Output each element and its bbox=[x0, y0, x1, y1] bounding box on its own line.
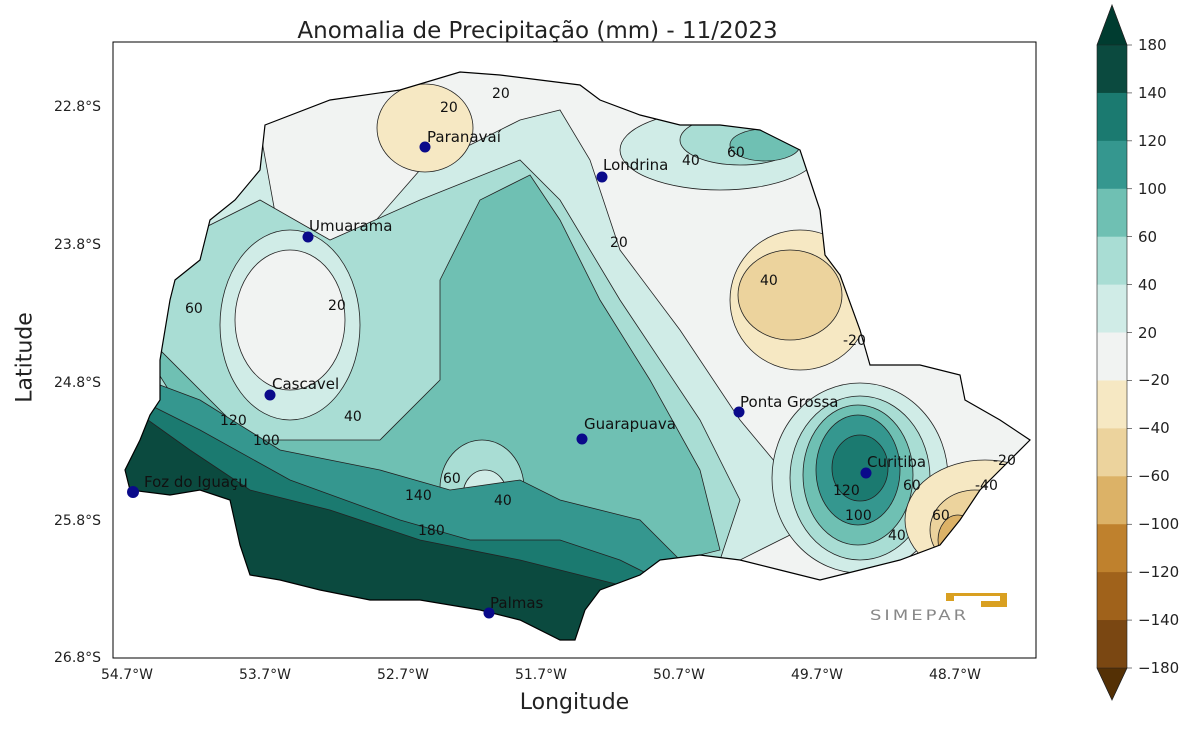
city-label: Foz do Iguaçu bbox=[144, 473, 248, 491]
colorbar bbox=[1096, 4, 1132, 701]
city-marker bbox=[860, 467, 872, 479]
colorbar-band bbox=[1097, 284, 1127, 334]
contour-label: 140 bbox=[405, 488, 432, 504]
city-label: Londrina bbox=[603, 156, 668, 174]
colorbar-band bbox=[1097, 332, 1127, 381]
colorbar-band bbox=[1097, 524, 1127, 573]
city-marker bbox=[576, 433, 588, 445]
contour-label: 20 bbox=[440, 100, 458, 116]
city-marker bbox=[596, 171, 608, 183]
y-tick: 24.8°S bbox=[54, 375, 102, 391]
city-label: Ponta Grossa bbox=[740, 393, 839, 411]
contour-label: 120 bbox=[220, 413, 247, 429]
contour-label: -20 bbox=[843, 333, 866, 349]
colorbar-tick: 180 bbox=[1138, 36, 1167, 54]
contour-label: 40 bbox=[344, 409, 362, 425]
colorbar-band bbox=[1097, 380, 1127, 429]
x-tick: 54.7°W bbox=[100, 667, 154, 683]
contour-label: 100 bbox=[253, 433, 280, 449]
city-marker bbox=[419, 141, 431, 153]
contour-label: -40 bbox=[975, 478, 998, 494]
x-tick: 49.7°W bbox=[790, 667, 844, 683]
x-tick: 48.7°W bbox=[928, 667, 982, 683]
contour-label: 20 bbox=[492, 86, 510, 102]
contour-label: 40 bbox=[494, 493, 512, 509]
colorbar-tick: −140 bbox=[1138, 611, 1180, 630]
colorbar-band bbox=[1097, 476, 1127, 525]
colorbar-extend-min bbox=[1096, 667, 1128, 701]
x-tick: 52.7°W bbox=[376, 667, 430, 683]
city-label: Palmas bbox=[490, 594, 544, 612]
x-tick: 51.7°W bbox=[514, 667, 568, 683]
contour-label: 60 bbox=[443, 471, 461, 487]
svg-text:SIMEPAR: SIMEPAR bbox=[870, 607, 969, 624]
colorbar-tick: 100 bbox=[1138, 179, 1167, 198]
colorbar-tick: −120 bbox=[1138, 563, 1180, 582]
y-tick: 25.8°S bbox=[54, 513, 102, 529]
city-label: Cascavel bbox=[272, 375, 339, 393]
colorbar-tick: 140 bbox=[1138, 83, 1167, 102]
contour-label: 180 bbox=[418, 523, 445, 539]
contour-label: 100 bbox=[845, 508, 872, 524]
colorbar-band bbox=[1097, 620, 1127, 669]
y-tick: 23.8°S bbox=[54, 237, 102, 253]
city-label: Umuarama bbox=[309, 217, 392, 235]
contour-label: 60 bbox=[932, 508, 950, 524]
city-marker bbox=[733, 406, 745, 418]
colorbar-band bbox=[1097, 236, 1127, 286]
colorbar-tick: −20 bbox=[1138, 371, 1170, 390]
colorbar-tick: −180 bbox=[1138, 659, 1180, 677]
contour-label: 40 bbox=[888, 528, 906, 544]
contour-label: 40 bbox=[682, 153, 700, 169]
city-marker bbox=[264, 389, 276, 401]
colorbar-extend-max bbox=[1096, 4, 1128, 46]
colorbar-band bbox=[1097, 428, 1127, 477]
cities: Paranavaí Londrina Umuarama Cascavel Gua… bbox=[127, 128, 926, 619]
contour-label: 20 bbox=[610, 235, 628, 251]
colorbar-tick: 40 bbox=[1138, 275, 1158, 294]
colorbar-tick: 120 bbox=[1138, 131, 1167, 150]
contour-label: 60 bbox=[903, 478, 921, 494]
contour-labels: 20 20 40 60 20 40 -20 60 20 40 120 100 1… bbox=[185, 86, 1016, 544]
colorbar-tick: −100 bbox=[1138, 515, 1180, 534]
contour-label: 20 bbox=[328, 298, 346, 314]
colorbar-tick: 20 bbox=[1138, 323, 1158, 342]
y-tick: 22.8°S bbox=[54, 99, 102, 115]
colorbar-band bbox=[1097, 92, 1127, 142]
city-label: Curitiba bbox=[867, 453, 926, 471]
city-marker bbox=[127, 486, 139, 498]
colorbar-band bbox=[1097, 188, 1127, 238]
colorbar-band bbox=[1097, 572, 1127, 621]
x-tick: 53.7°W bbox=[238, 667, 292, 683]
y-tick: 26.8°S bbox=[54, 650, 102, 666]
city-marker bbox=[302, 231, 314, 243]
chart-title: Anomalia de Precipitação (mm) - 11/2023 bbox=[297, 18, 778, 44]
contour-label: -20 bbox=[993, 453, 1016, 469]
x-axis-label: Longitude bbox=[519, 690, 630, 715]
colorbar-band bbox=[1097, 140, 1127, 190]
contour-label: 60 bbox=[727, 145, 745, 161]
colorbar-tick: 60 bbox=[1138, 227, 1158, 246]
x-tick: 50.7°W bbox=[652, 667, 706, 683]
city-marker bbox=[483, 607, 495, 619]
city-label: Guarapuava bbox=[584, 415, 676, 433]
city-label: Paranavaí bbox=[427, 128, 502, 146]
colorbar-tick: −40 bbox=[1138, 419, 1170, 438]
colorbar-tick: −60 bbox=[1138, 467, 1170, 486]
simepar-logo: SIMEPAR bbox=[870, 593, 1007, 624]
contour-label: 40 bbox=[760, 273, 778, 289]
contour-label: 60 bbox=[185, 301, 203, 317]
contour-label: 120 bbox=[833, 483, 860, 499]
colorbar-band bbox=[1097, 45, 1127, 94]
